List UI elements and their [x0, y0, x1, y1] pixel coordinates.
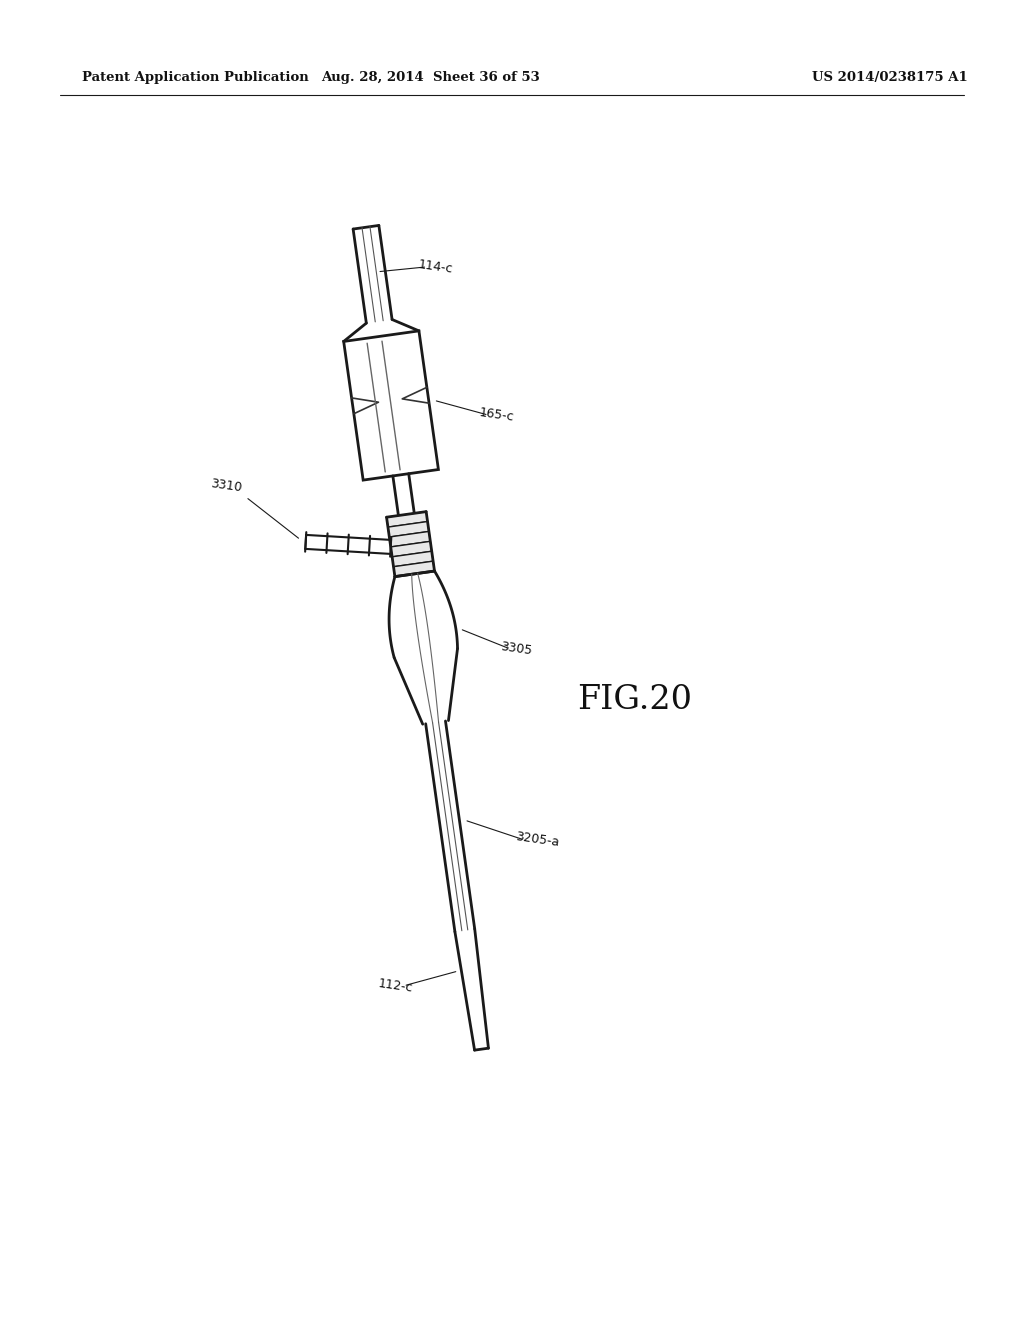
Text: 165-c: 165-c	[478, 407, 515, 424]
Text: Patent Application Publication: Patent Application Publication	[82, 71, 309, 84]
Text: US 2014/0238175 A1: US 2014/0238175 A1	[812, 71, 968, 84]
Polygon shape	[391, 541, 432, 557]
Text: 112-c: 112-c	[377, 977, 414, 995]
Text: Aug. 28, 2014  Sheet 36 of 53: Aug. 28, 2014 Sheet 36 of 53	[321, 71, 540, 84]
Text: 3205-a: 3205-a	[514, 830, 560, 850]
Polygon shape	[389, 532, 430, 546]
Text: 114-c: 114-c	[417, 257, 454, 276]
Polygon shape	[344, 331, 438, 480]
Polygon shape	[392, 552, 433, 566]
Polygon shape	[393, 561, 434, 577]
Text: FIG.20: FIG.20	[578, 684, 692, 715]
Text: 3305: 3305	[500, 640, 532, 657]
Text: 3310: 3310	[210, 477, 243, 494]
Polygon shape	[388, 521, 429, 537]
Polygon shape	[386, 512, 428, 527]
